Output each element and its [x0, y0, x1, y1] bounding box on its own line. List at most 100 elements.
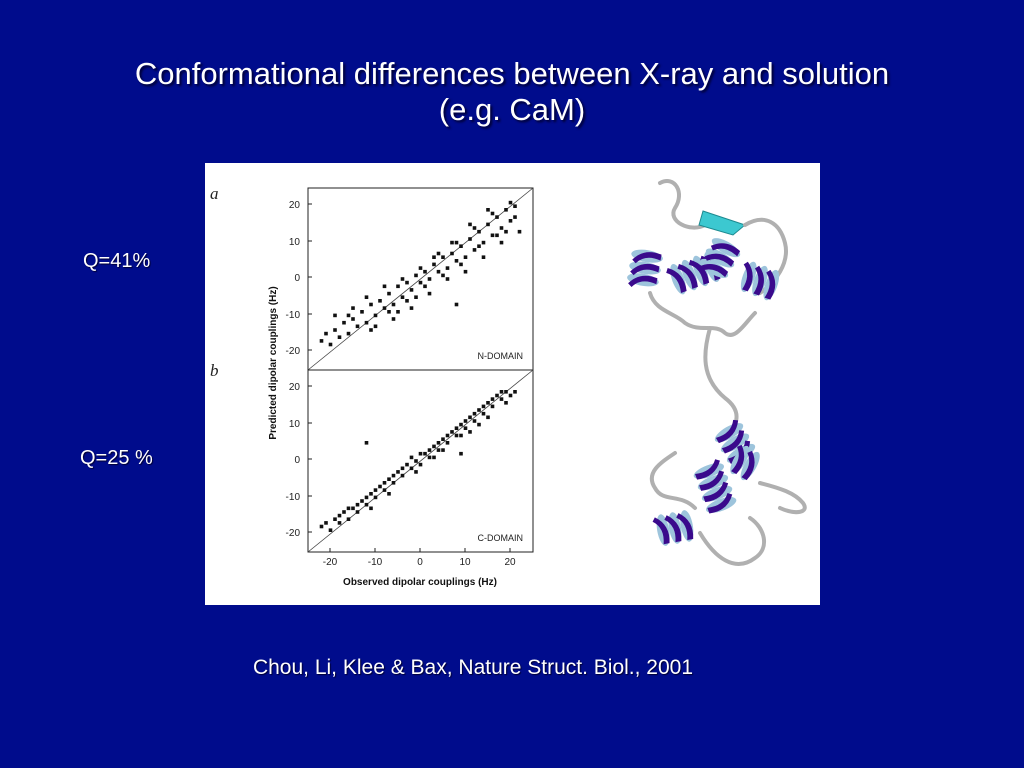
panel-a-data-point — [445, 266, 450, 270]
panel-b-data-point — [400, 473, 405, 478]
figure-panel: a 20 10 0 -10 -20 N-DOMAIN b — [205, 163, 820, 605]
panel-a-diagonal — [307, 187, 534, 371]
panel-a-data-point — [450, 240, 454, 245]
panel-a-data-point — [463, 269, 468, 274]
panel-a-data-point — [414, 273, 418, 278]
panel-a-ytick: -10 — [286, 310, 301, 321]
panel-a-plot: a 20 10 0 -10 -20 N-DOMAIN — [210, 184, 534, 371]
panel-b-data-point — [481, 411, 486, 416]
panel-a-data-point — [495, 233, 499, 238]
panel-a-data-point — [364, 320, 369, 325]
panel-a-data-point — [333, 313, 337, 318]
panel-a-data-point — [427, 277, 432, 281]
panel-b-data-point — [504, 390, 508, 394]
panel-b-data-point — [432, 455, 436, 460]
panel-a-data-point — [468, 237, 472, 241]
panel-b-data-point — [504, 401, 508, 405]
panel-a-data-point — [459, 262, 463, 267]
panel-a-data-point — [436, 251, 441, 256]
panel-b-data-point — [508, 393, 513, 398]
panel-a-data-point — [477, 244, 481, 248]
panel-a-data-point — [391, 302, 396, 307]
panel-a-data-point — [405, 280, 409, 285]
panel-a-data-point — [378, 299, 382, 303]
panel-a-data-point — [400, 277, 405, 281]
panel-b-data-point — [445, 433, 450, 438]
panel-a-data-point — [450, 251, 454, 256]
panel-a-data-point — [454, 240, 459, 245]
panel-a-data-point — [486, 222, 490, 227]
panel-b-data-point — [333, 517, 337, 521]
y-axis-title: Predicted dipolar couplings (Hz) — [268, 286, 279, 439]
x-axis-title: Observed dipolar couplings (Hz) — [343, 577, 497, 588]
panel-b-data-point — [436, 448, 441, 452]
panel-b-data-point — [319, 524, 324, 529]
panel-b-data-point — [463, 419, 468, 423]
panel-b-ytick: -20 — [286, 528, 301, 539]
panel-b-data-point — [373, 495, 378, 500]
panel-a-data-point — [418, 266, 423, 270]
panel-a-data-point — [490, 233, 495, 238]
panel-b-data-point — [495, 393, 499, 398]
panel-b-data-point — [477, 422, 481, 427]
panel-b-points — [319, 390, 517, 532]
panel-b-data-point — [468, 430, 472, 434]
panel-a-data-point — [432, 262, 436, 267]
panel-a-data-point — [517, 229, 522, 234]
panel-b-data-point — [378, 484, 382, 489]
panel-a-data-point — [373, 313, 378, 318]
panel-b-data-point — [391, 473, 396, 478]
panel-b-data-point — [409, 466, 414, 471]
panel-a-data-point — [319, 339, 324, 343]
panel-a-data-point — [396, 310, 400, 314]
panel-a-data-point — [477, 229, 481, 234]
panel-b-ytick: 20 — [289, 382, 301, 393]
panel-a-data-point — [432, 255, 436, 259]
panel-b-data-point — [414, 470, 418, 474]
helix-shape — [730, 444, 760, 481]
panel-b-data-point — [346, 506, 351, 511]
panel-b-data-point — [414, 459, 418, 463]
calmodulin-ribbon-structure — [627, 179, 807, 566]
panel-b-data-point — [427, 455, 432, 460]
panel-a-ytick: 20 — [289, 200, 301, 211]
panel-b-data-point — [454, 426, 459, 430]
panel-a-data-point — [409, 288, 414, 292]
panel-b-diagonal — [307, 369, 534, 553]
panel-a-data-point — [396, 284, 400, 289]
panel-b-xtick: 10 — [459, 557, 471, 568]
panel-b-data-point — [369, 492, 373, 496]
panel-a-domain-label: N-DOMAIN — [478, 351, 524, 361]
panel-b-data-point — [396, 470, 400, 474]
panel-a-data-point — [499, 240, 504, 245]
panel-a-data-point — [423, 284, 427, 289]
panel-b-data-point — [445, 441, 450, 445]
panel-a-ytick: 10 — [289, 237, 301, 248]
panel-a-data-point — [409, 306, 414, 310]
panel-a-ytick: -20 — [286, 346, 301, 357]
beta-strand-shape — [698, 210, 747, 236]
panel-a-data-point — [387, 310, 391, 314]
helix-shape — [693, 459, 737, 514]
panel-b-data-point — [450, 430, 454, 434]
panel-b-label: b — [210, 361, 219, 380]
panel-b-data-point — [481, 404, 486, 409]
panel-a-data-point — [445, 277, 450, 281]
panel-a-data-point — [364, 295, 369, 299]
panel-a-data-point — [418, 280, 423, 285]
panel-a-data-point — [463, 255, 468, 259]
panel-a-data-point — [472, 248, 477, 252]
panel-b-data-point — [360, 499, 364, 503]
panel-a-data-point — [342, 320, 346, 325]
panel-a-yticks: 20 10 0 -10 -20 — [286, 200, 312, 357]
panel-b-data-point — [472, 411, 477, 416]
panel-b-data-point — [382, 488, 387, 492]
panel-b-data-point — [436, 441, 441, 445]
panel-a-data-point — [351, 306, 355, 310]
panel-b-xtick: -20 — [323, 557, 338, 568]
panel-b-data-point — [441, 437, 445, 441]
panel-a-data-point — [486, 208, 490, 212]
panel-a-data-point — [436, 269, 441, 274]
panel-a-data-point — [333, 328, 337, 332]
panel-a-data-point — [441, 273, 445, 278]
